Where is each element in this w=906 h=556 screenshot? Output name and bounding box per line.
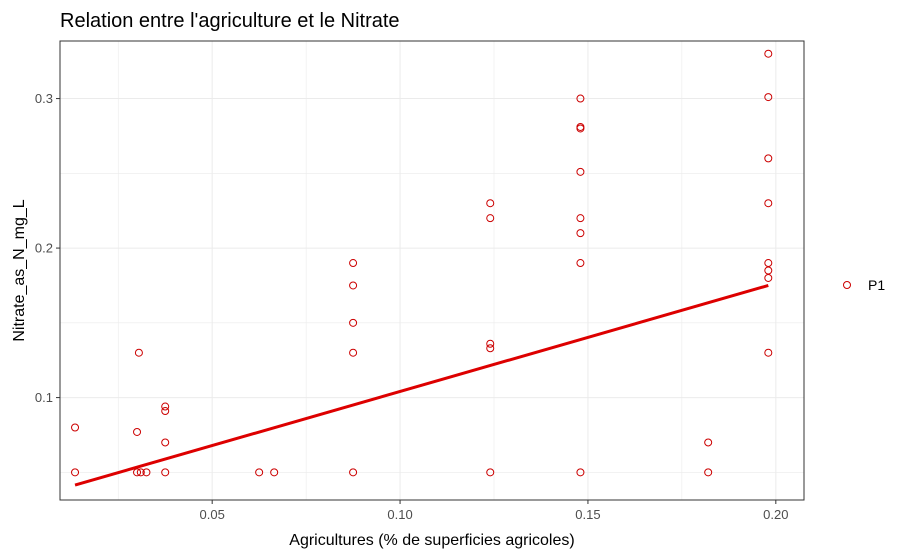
data-point [161, 407, 170, 416]
x-tick-label: 0.20 [763, 507, 788, 522]
data-point [764, 348, 773, 357]
data-point [133, 468, 142, 477]
data-point [161, 438, 170, 447]
data-point [486, 344, 495, 353]
x-axis-label: Agricultures (% de superficies agricoles… [289, 532, 574, 549]
data-point [704, 438, 713, 447]
data-point [486, 214, 495, 223]
trend-line-group [74, 284, 769, 487]
data-point [764, 273, 773, 282]
data-point [764, 93, 773, 102]
data-point [576, 229, 585, 238]
legend: P1 [843, 277, 885, 293]
legend-marker-p1 [843, 281, 851, 289]
data-point [486, 199, 495, 208]
data-point [142, 468, 151, 477]
data-point [764, 154, 773, 163]
x-tick-label: 0.05 [200, 507, 225, 522]
x-tick-label: 0.10 [387, 507, 412, 522]
data-point [349, 348, 358, 357]
data-point [576, 468, 585, 477]
data-point [576, 259, 585, 268]
y-tick-label: 0.1 [35, 390, 53, 405]
data-point [349, 259, 358, 268]
trend-line [74, 284, 769, 487]
data-point [486, 339, 495, 348]
data-point [764, 266, 773, 275]
chart-title: Relation entre l'agriculture et le Nitra… [60, 10, 400, 32]
x-tick-label: 0.15 [575, 507, 600, 522]
data-point [576, 124, 585, 133]
data-point [349, 281, 358, 290]
data-point [71, 468, 80, 477]
plot-panel-border [59, 40, 805, 501]
y-tick-label: 0.3 [35, 91, 53, 106]
data-point [133, 427, 142, 436]
data-point [270, 468, 279, 477]
axis-ticks: 0.05 0.10 0.15 0.20 0.1 0.2 0.3 [35, 91, 789, 522]
data-point [576, 167, 585, 176]
data-point [161, 468, 170, 477]
data-point [764, 199, 773, 208]
legend-label-p1: P1 [868, 277, 885, 293]
y-tick-label: 0.2 [35, 241, 53, 256]
data-points [71, 49, 773, 477]
y-axis-label: Nitrate_as_N_mg_L [11, 199, 28, 341]
data-point [71, 423, 80, 432]
data-point [764, 259, 773, 268]
data-point [255, 468, 264, 477]
data-point [349, 318, 358, 327]
data-point [486, 468, 495, 477]
data-point [576, 214, 585, 223]
data-point [349, 468, 358, 477]
data-point [134, 348, 143, 357]
data-point [704, 468, 713, 477]
data-point [161, 402, 170, 411]
data-point [136, 468, 145, 477]
grid-lines [60, 41, 804, 500]
data-point [764, 49, 773, 58]
data-point [576, 94, 585, 103]
